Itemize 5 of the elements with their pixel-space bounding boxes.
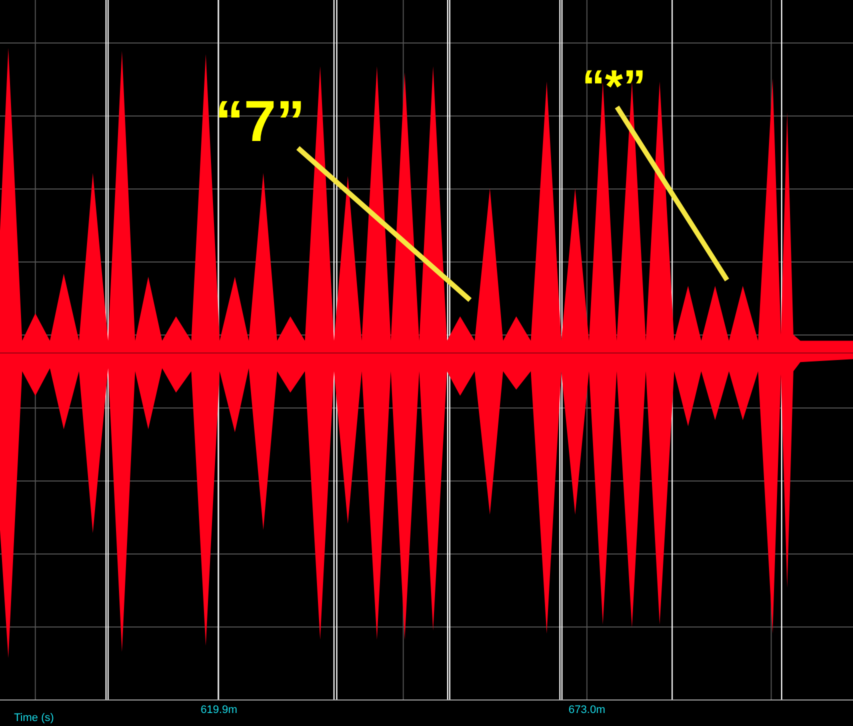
x-tick-label: 673.0m bbox=[568, 704, 606, 716]
x-tick-label: 619.9m bbox=[200, 704, 238, 716]
annotation: “7” bbox=[214, 89, 306, 154]
x-axis-title: Time (s) bbox=[14, 712, 54, 724]
annotation: “*” bbox=[582, 60, 646, 112]
